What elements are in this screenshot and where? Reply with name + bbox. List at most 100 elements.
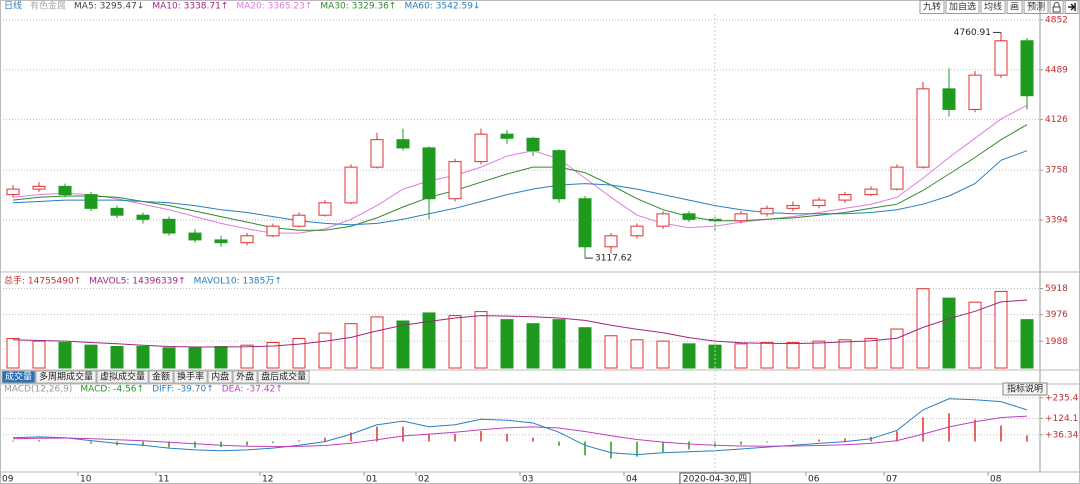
toolbar-button[interactable]: 预测	[1027, 2, 1045, 13]
icon-lock-glyph	[1052, 2, 1061, 13]
y-tick-label: 1988	[1045, 337, 1068, 347]
volume-bar	[292, 337, 306, 369]
cursor-label: 2020-04-30,四	[683, 475, 747, 484]
candle-body	[162, 218, 176, 234]
candle-body	[240, 235, 254, 244]
candle-body	[318, 202, 332, 216]
annotation: 4760.91	[954, 28, 991, 38]
x-tick-label: 07	[886, 475, 897, 484]
series-line	[12, 124, 1028, 231]
candle-body	[994, 40, 1008, 76]
candle-body	[942, 88, 956, 110]
x-tick-label: 12	[262, 475, 273, 484]
toolbar-button[interactable]: 加自选	[949, 1, 976, 13]
candle-body	[760, 207, 774, 215]
toolbar-button-frame	[980, 0, 1006, 14]
legend-entry: MACD(12,26,9)	[4, 385, 72, 395]
candle-body	[734, 213, 748, 222]
series-line	[12, 299, 1028, 348]
y-tick-label: 3758	[1045, 166, 1068, 176]
volume-bar	[656, 340, 670, 369]
volume-bar	[864, 337, 878, 369]
tab[interactable]: 外盘	[236, 371, 254, 383]
x-tick-label: 11	[158, 475, 169, 484]
candle-body	[396, 139, 410, 149]
legend-entry: 有色金属	[30, 0, 66, 12]
candle-body	[890, 166, 904, 190]
candle-body	[656, 213, 670, 227]
legend-entry: DIFF: -39.70↑	[152, 385, 214, 395]
volume-bar	[370, 316, 384, 369]
volume-bar	[396, 320, 410, 369]
tab[interactable]: 成交量	[5, 371, 32, 383]
volume-bar	[188, 347, 202, 369]
volume-bar	[136, 346, 150, 369]
volume-bar	[500, 319, 514, 369]
icon-lock[interactable]	[1049, 0, 1064, 14]
legend-entry: MA10: 3338.71↑	[152, 2, 228, 12]
x-tick-label: 06	[808, 475, 820, 484]
tab-frame	[232, 370, 258, 384]
legend-entry: MACD: -4.56↑	[80, 385, 144, 395]
y-tick-label: 3394	[1045, 216, 1068, 226]
legend-entry: MA60: 3542.59↓	[404, 2, 480, 12]
x-tick-label: 01	[366, 475, 377, 484]
icon-exit-glyph	[1068, 3, 1076, 11]
volume-bar	[786, 341, 800, 369]
toolbar-button[interactable]: 九转	[923, 1, 941, 13]
volume-bar	[474, 311, 488, 369]
y-tick-label: 5918	[1045, 284, 1068, 294]
volume-bar	[708, 344, 722, 369]
volume-bar	[682, 343, 696, 369]
y-tick-label: +36.34	[1045, 430, 1079, 440]
tab[interactable]: 金额	[152, 371, 170, 383]
volume-bar	[266, 341, 280, 369]
candle-body	[448, 161, 462, 200]
volume-bar	[630, 339, 644, 369]
candle-body	[604, 235, 618, 248]
x-tick-label: 03	[522, 475, 533, 484]
tab[interactable]: 换手率	[177, 371, 204, 383]
tab[interactable]: 虚拟成交量	[100, 371, 145, 383]
icon-exit[interactable]	[1064, 0, 1079, 14]
volume-bar	[890, 328, 904, 369]
x-tick-label: 02	[418, 475, 429, 484]
toolbar-button[interactable]: 画	[1010, 2, 1019, 13]
x-tick-label: 09	[2, 475, 14, 484]
candle-body	[110, 207, 124, 216]
candle-body	[682, 213, 696, 220]
volume-bar	[110, 346, 124, 369]
candle-body	[500, 133, 514, 139]
volume-bar	[240, 344, 254, 369]
candle-body	[968, 74, 982, 110]
legend-entry: 日线	[4, 0, 22, 12]
y-tick-label: 3976	[1045, 310, 1068, 320]
y-tick-label: 4489	[1045, 65, 1068, 75]
legend-entry: MA5: 3295.47↓	[74, 2, 144, 12]
tab[interactable]: 盘后成交量	[261, 371, 306, 383]
volume-bar	[1020, 319, 1034, 369]
candle-body	[266, 225, 280, 237]
toolbar-button-frame	[1023, 0, 1049, 14]
legend-entry: MA30: 3329.36↑	[320, 2, 396, 12]
candle-body	[474, 133, 488, 163]
tab-frame	[148, 370, 174, 384]
volume-bar	[422, 312, 436, 369]
toolbar-button[interactable]: 均线	[984, 1, 1002, 13]
indicator-button[interactable]: 指标说明	[1007, 383, 1043, 395]
legend-entry: MAVOL10: 1385万↑	[194, 277, 282, 287]
x-tick-label: 04	[626, 475, 638, 484]
candle-body	[838, 194, 852, 201]
candle-body	[578, 198, 592, 248]
volume-bar	[32, 340, 46, 369]
candle-body	[552, 150, 566, 200]
tab[interactable]: 多周期成交量	[39, 371, 93, 383]
annotation: 3117.62	[595, 254, 632, 264]
tab[interactable]: 内盘	[211, 371, 229, 383]
legend-entry: DEA: -37.42↑	[222, 385, 283, 395]
candle-body	[812, 199, 826, 207]
volume-bar	[994, 290, 1008, 369]
volume-bar	[162, 347, 176, 369]
volume-bar	[6, 337, 20, 369]
